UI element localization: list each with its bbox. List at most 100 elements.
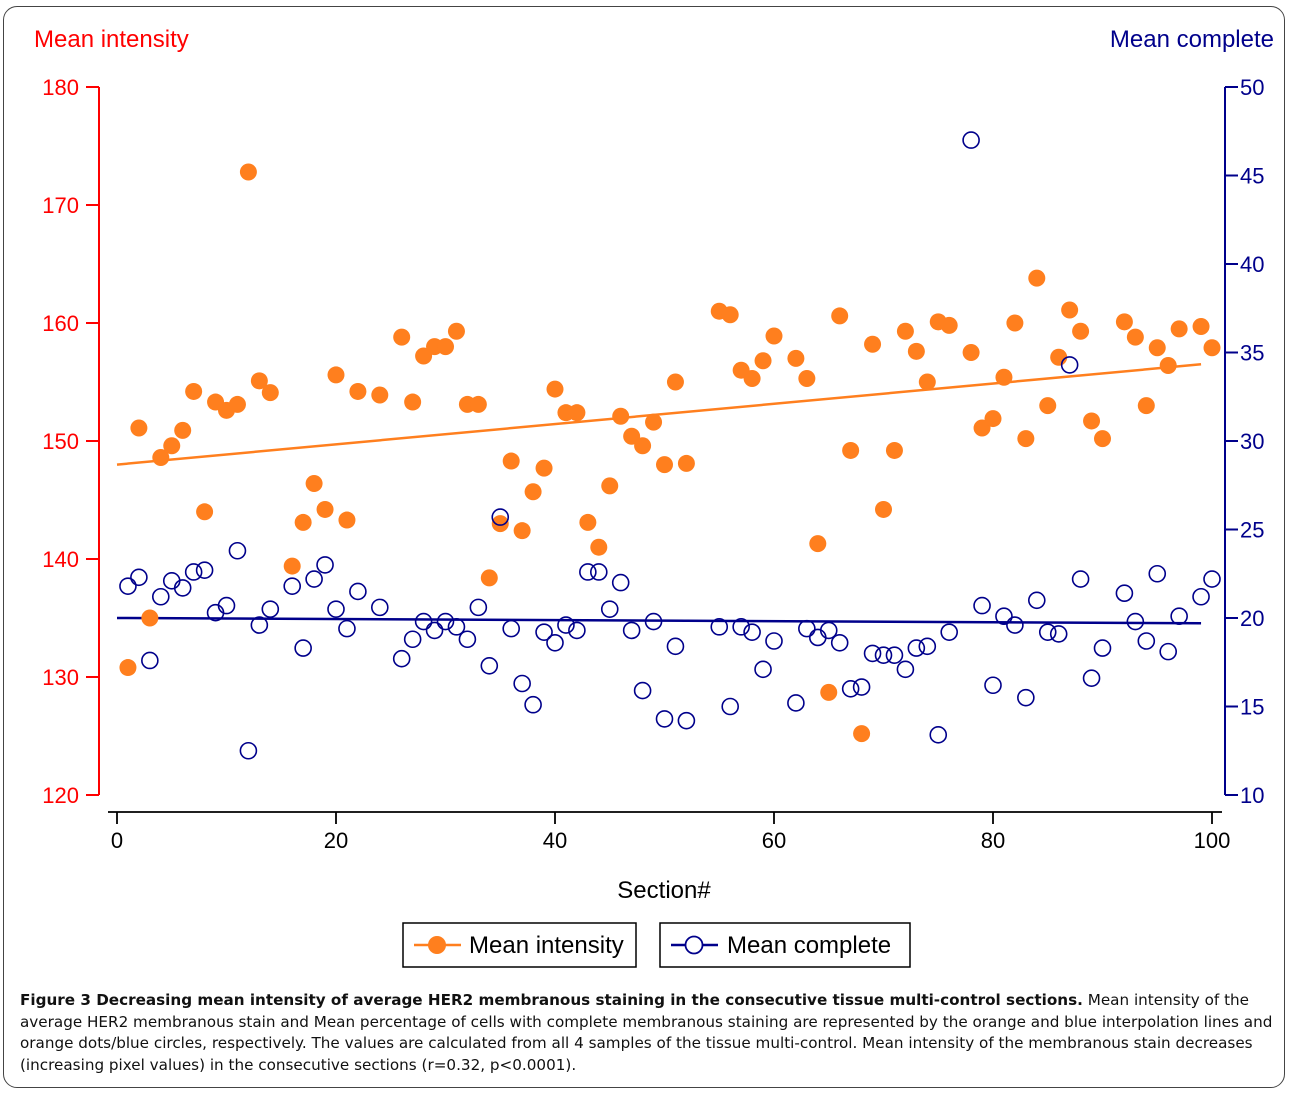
point-mean-complete [1049,625,1068,643]
point-mean-complete [819,621,838,640]
legend-box [659,922,911,968]
point-mean-intensity [1039,397,1057,415]
point-mean-intensity [875,500,892,518]
point-mean-intensity [480,569,498,587]
point-mean-complete [502,619,521,638]
point-mean-complete [316,556,334,574]
point-mean-complete [885,646,904,664]
left-axis-title: Mean intensity [34,26,189,53]
point-mean-intensity [853,725,871,743]
point-mean-complete [754,660,772,679]
point-mean-complete [995,607,1013,626]
point-mean-complete [261,600,280,618]
point-mean-intensity [940,316,958,334]
point-mean-complete [524,695,542,714]
point-mean-complete [162,572,181,590]
point-mean-complete [1017,688,1035,707]
point-mean-intensity [1170,320,1188,338]
point-mean-intensity [404,393,422,411]
point-mean-complete [436,612,455,631]
point-mean-intensity [677,454,695,472]
point-mean-intensity [546,380,564,398]
point-mean-complete [1159,642,1177,661]
point-mean-complete [184,563,203,581]
point-mean-complete [195,561,214,580]
point-mean-intensity [1137,397,1155,415]
point-mean-intensity [787,349,805,367]
right-axis-tick-label: 45 [1240,164,1264,189]
point-mean-complete [403,630,422,649]
right-axis-tick-label: 30 [1240,429,1264,454]
point-mean-intensity [601,477,619,495]
right-axis-tick-label: 10 [1240,783,1264,808]
point-mean-complete [327,600,345,618]
point-mean-complete [918,637,937,656]
chart: Mean intensity Mean complete 120 130 140 15… [34,26,1274,968]
point-mean-intensity [634,437,652,455]
point-mean-intensity [984,410,1002,428]
figure-frame [3,6,1285,1088]
point-mean-intensity [1017,430,1035,448]
point-mean-intensity [1083,412,1101,430]
legend-marker-mean-intensity [428,936,446,954]
point-mean-complete [458,630,477,649]
x-axis-tick-label: 40 [543,828,567,853]
point-mean-complete [1126,612,1145,631]
point-mean-complete [874,646,893,664]
point-mean-intensity [721,306,739,324]
point-mean-complete [677,711,696,730]
x-axis-tick-label: 0 [111,828,123,853]
point-mean-intensity [743,369,761,387]
point-mean-intensity [1061,301,1079,319]
x-axis-tick-label: 60 [762,828,786,853]
point-mean-intensity [1126,328,1144,346]
point-mean-intensity [371,386,389,404]
point-mean-complete [392,649,411,668]
point-mean-intensity [885,441,903,459]
point-mean-complete [250,616,269,634]
point-mean-complete [568,621,586,640]
point-mean-complete [1148,564,1167,583]
left-axis-tick-label: 180 [42,75,79,100]
point-mean-complete [447,618,466,636]
left-axis-tick-label: 150 [42,429,79,454]
right-axis-title: Mean complete [1110,26,1274,53]
point-mean-intensity [163,437,181,455]
right-axis-tick-label: 25 [1240,518,1264,543]
point-mean-complete [622,621,641,640]
point-mean-intensity [1203,339,1221,357]
point-mean-complete [349,582,367,601]
point-mean-complete [644,612,663,631]
point-mean-complete [1038,623,1057,641]
point-mean-intensity [1094,430,1111,448]
left-axis-tick-label: 160 [42,311,79,336]
point-mean-complete [1006,616,1024,634]
point-mean-complete [732,618,750,636]
right-axis-tick-label: 20 [1240,606,1264,631]
point-mean-intensity [765,327,783,345]
point-mean-intensity [590,538,608,556]
point-mean-intensity [907,342,925,360]
point-mean-intensity [1006,314,1024,332]
point-mean-complete [1082,669,1101,687]
trend-line-mean-complete [116,616,1202,625]
point-mean-complete [480,656,499,675]
point-mean-intensity [141,609,159,627]
left-axis-tick-label: 130 [42,665,79,690]
point-mean-intensity [447,322,465,340]
point-mean-complete [535,623,553,641]
legend-item-mean-intensity: Mean intensity [402,922,637,968]
point-mean-intensity [491,515,509,533]
point-mean-complete [1028,591,1046,610]
point-mean-complete [130,568,148,587]
point-mean-complete [896,660,915,679]
right-axis-tick-label: 40 [1240,252,1264,277]
point-mean-intensity [152,449,170,467]
x-axis-title: Section# [617,877,711,904]
point-mean-complete [425,621,444,640]
point-mean-intensity [437,338,454,356]
point-mean-intensity [119,659,137,677]
point-mean-complete [600,600,619,618]
point-mean-complete [962,131,980,149]
point-mean-complete [852,678,871,696]
